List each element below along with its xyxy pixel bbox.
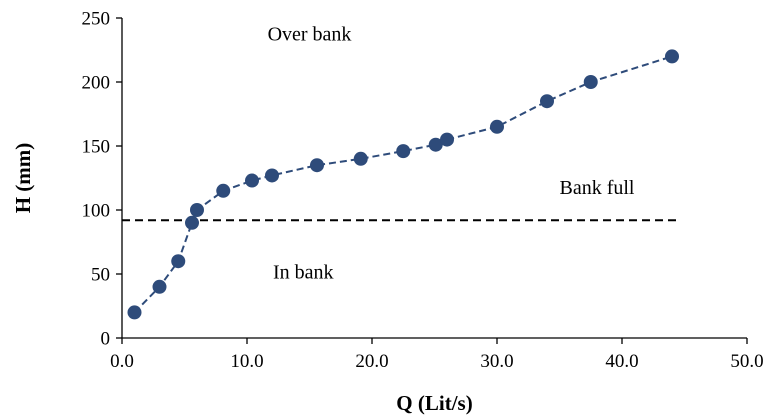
y-tick-label: 150	[82, 137, 111, 158]
data-point	[216, 183, 231, 198]
annotations: Over bank Bank full In bank	[268, 23, 635, 283]
data-point	[185, 215, 199, 230]
data-point	[396, 144, 411, 159]
region-annotation: Bank full	[560, 177, 635, 199]
y-tick-label: 200	[82, 73, 111, 94]
x-axis-title: Q (Lit/s)	[396, 391, 472, 415]
region-annotation: In bank	[273, 261, 334, 283]
y-tick-label: 0	[101, 329, 111, 350]
data-point	[665, 49, 679, 64]
x-tick-label: 30.0	[480, 351, 513, 372]
data-point	[440, 132, 454, 147]
data-point	[245, 173, 259, 188]
data-point	[171, 254, 186, 269]
data-point	[490, 119, 504, 134]
data-point	[353, 151, 368, 166]
y-tick-label: 50	[91, 265, 110, 286]
data-point	[310, 158, 324, 173]
y-tick-label: 250	[82, 9, 111, 30]
data-point	[152, 279, 167, 294]
y-axis-title: H (mm)	[11, 143, 35, 214]
data-point	[190, 203, 204, 217]
data-point	[265, 168, 279, 183]
x-tick-label: 10.0	[230, 351, 263, 372]
axes	[121, 18, 747, 339]
series	[127, 49, 679, 320]
series-line	[133, 55, 673, 314]
data-point	[583, 75, 598, 89]
x-tick-label: 50.0	[730, 351, 763, 372]
x-ticks: 0.0 10.0 20.0 30.0 40.0 50.0	[110, 338, 764, 372]
data-point	[540, 94, 554, 109]
x-tick-label: 20.0	[355, 351, 388, 372]
data-point	[127, 305, 142, 320]
region-annotation: Over bank	[268, 23, 352, 45]
y-tick-label: 100	[82, 201, 111, 222]
x-tick-label: 0.0	[110, 351, 134, 372]
y-ticks: 0 50 100 150 200 250	[82, 9, 122, 350]
data-point	[428, 137, 443, 152]
x-tick-label: 40.0	[605, 351, 638, 372]
